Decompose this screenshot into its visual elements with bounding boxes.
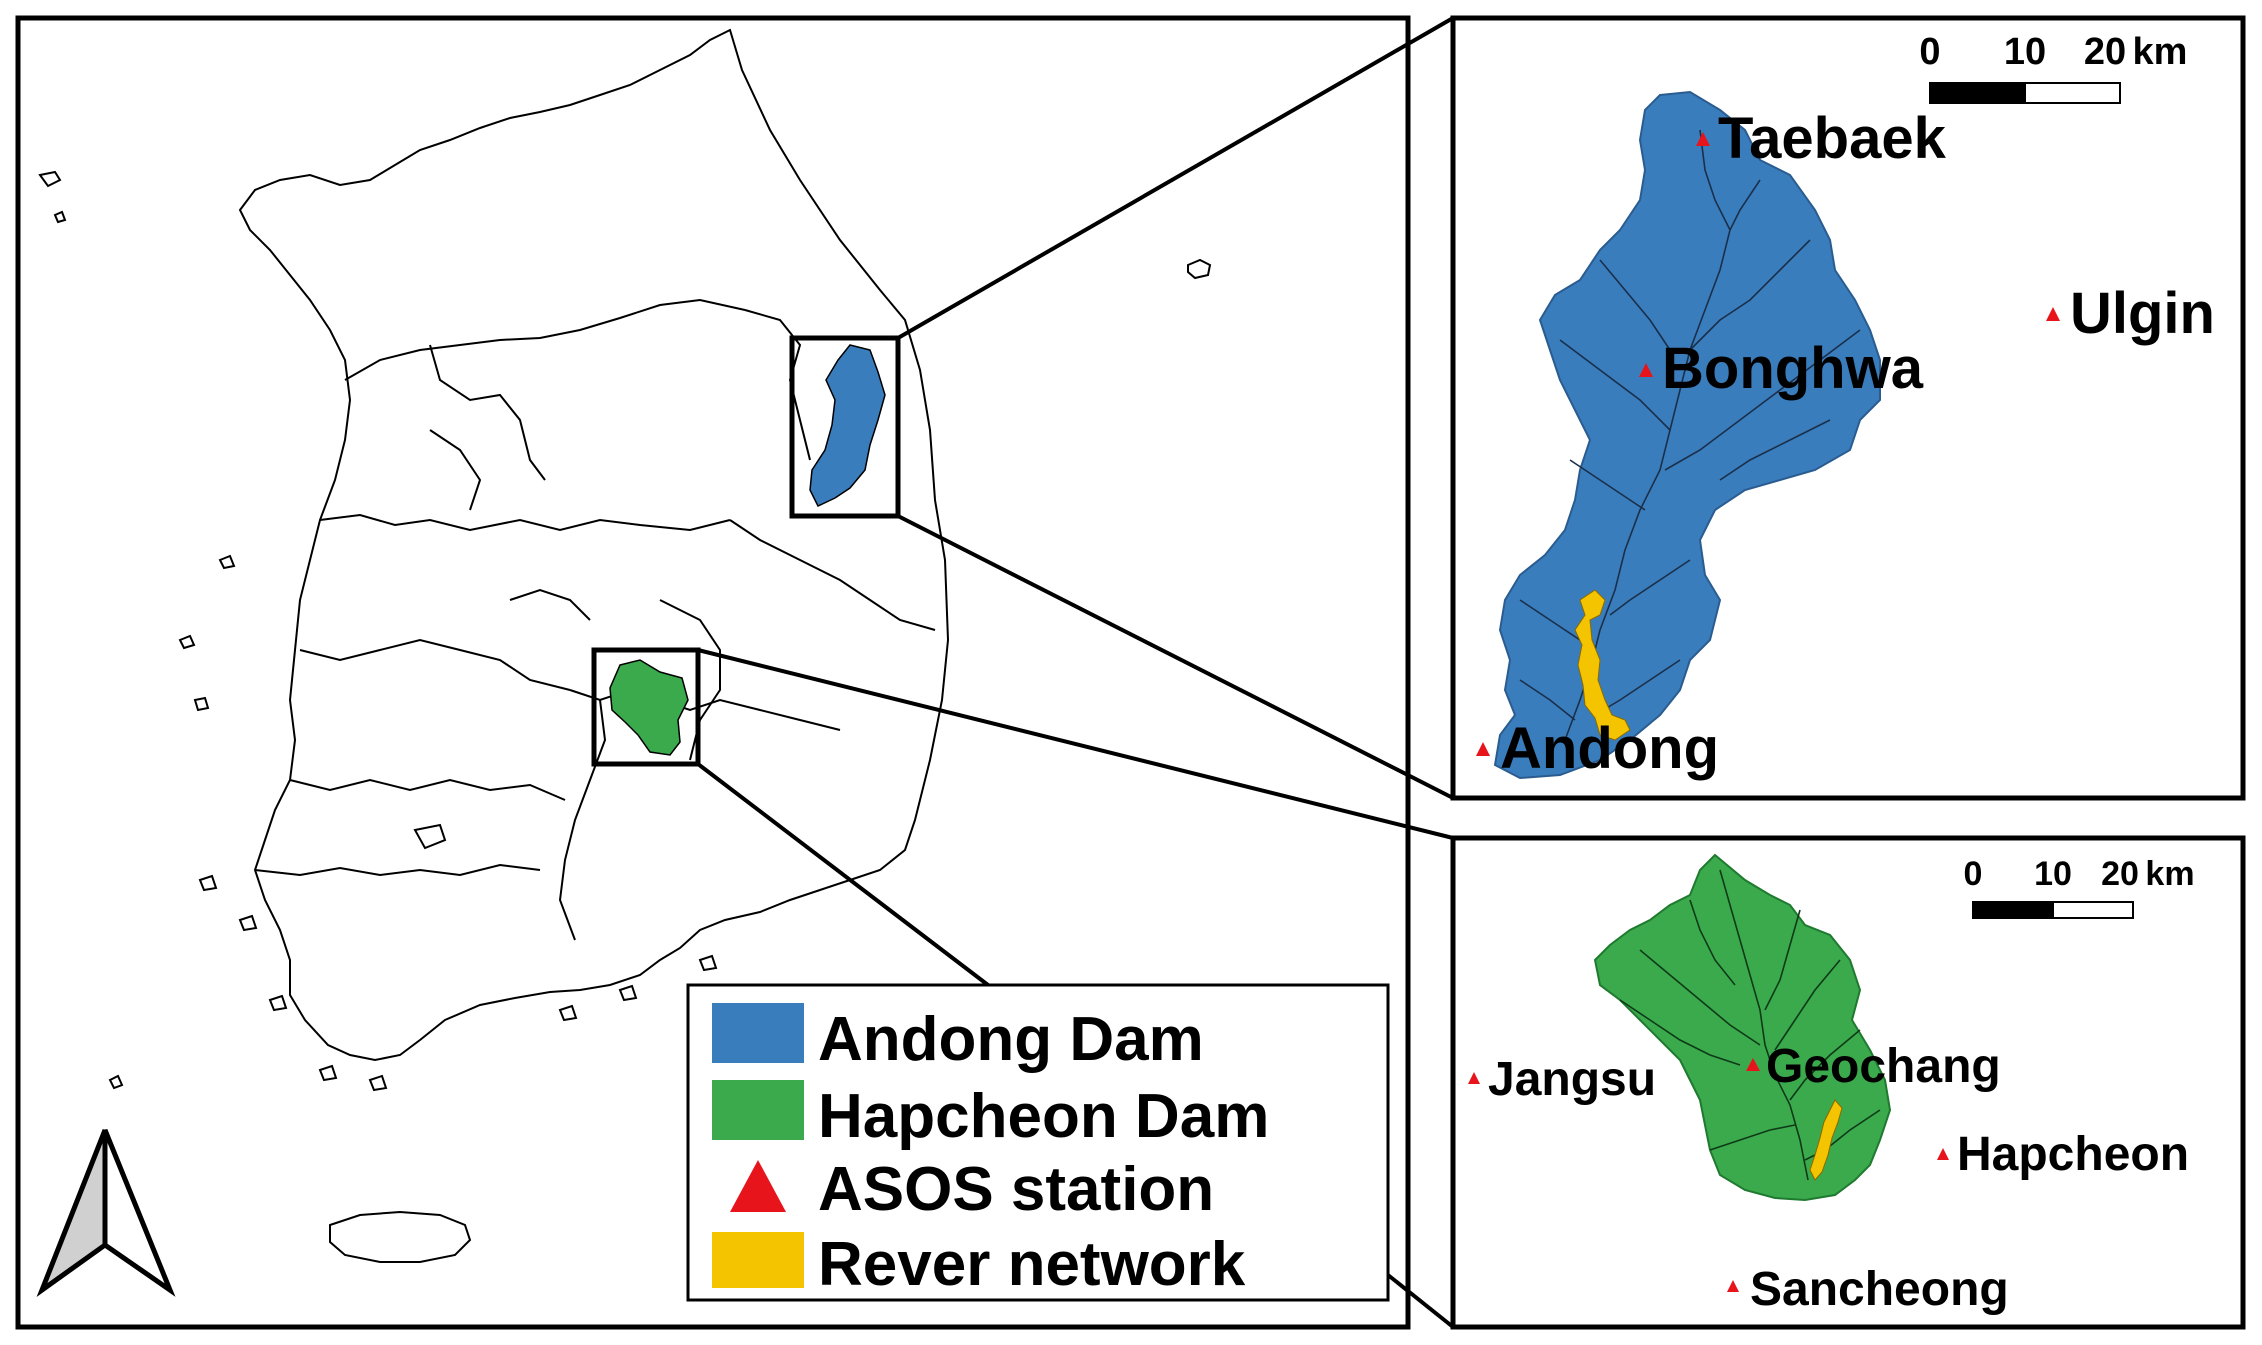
andong-reservoir	[1574, 589, 1631, 741]
hapcheon-locator-box	[591, 647, 701, 767]
andong-scale-tick-10: 10	[2004, 31, 2046, 73]
hapcheon-reservoir	[1809, 1099, 1843, 1181]
legend: Andong Dam Hapcheon Dam ASOS station Rev…	[686, 983, 1390, 1302]
station-marker-taebaek	[1696, 132, 1710, 146]
legend-box	[686, 983, 1390, 1302]
andong-scale-bar: 0 10 20 km	[1919, 31, 2188, 104]
station-label-hapcheon: Hapcheon	[1957, 1128, 2189, 1181]
inset-connector-lines	[696, 16, 1455, 1329]
station-marker-ulgin	[2046, 307, 2060, 321]
hapcheon-scale-tick-0: 0	[1964, 855, 1983, 893]
legend-swatch-river	[712, 1232, 804, 1288]
legend-label-hapcheon: Hapcheon Dam	[818, 1082, 1269, 1151]
station-label-andong: Andong	[1500, 716, 1719, 781]
station-label-sancheong: Sancheong	[1750, 1263, 2009, 1316]
station-marker-jangsu	[1468, 1072, 1480, 1084]
triangle-icon	[730, 1160, 786, 1212]
station-marker-sancheong	[1727, 1280, 1739, 1292]
hapcheon-scale-tick-20: 20	[2101, 855, 2139, 893]
station-label-ulgin: Ulgin	[2070, 281, 2215, 346]
andong-stations: Taebaek Ulgin Bonghwa Andong	[1476, 106, 2215, 781]
hapcheon-basin-small	[609, 659, 689, 756]
andong-scale-tick-0: 0	[1919, 31, 1940, 73]
legend-label-andong: Andong Dam	[818, 1005, 1204, 1074]
andong-scale-tick-20: 20	[2084, 31, 2126, 73]
korea-outline	[38, 28, 1212, 1263]
hapcheon-basin-detail	[1593, 853, 1892, 1202]
station-marker-bonghwa	[1639, 363, 1653, 377]
hapcheon-stream-network	[1619, 869, 1881, 1181]
andong-stream-network	[1519, 129, 1861, 741]
legend-label-river: Rever network	[818, 1230, 1246, 1299]
station-marker-geochang	[1746, 1058, 1760, 1071]
station-marker-andong	[1476, 742, 1490, 756]
station-marker-hapcheon	[1937, 1148, 1949, 1160]
station-label-taebaek: Taebaek	[1718, 106, 1947, 171]
north-arrow-icon	[36, 1129, 176, 1297]
hapcheon-scale-bar: 0 10 20 km	[1964, 855, 2195, 919]
station-label-geochang: Geochang	[1766, 1040, 2001, 1093]
hapcheon-stations: Jangsu Geochang Hapcheon Sancheong	[1468, 1040, 2189, 1316]
andong-basin-small	[809, 344, 886, 507]
hapcheon-scale-tick-10: 10	[2034, 855, 2072, 893]
andong-locator-box	[789, 335, 901, 519]
legend-swatch-hapcheon	[712, 1080, 804, 1140]
legend-label-asos: ASOS station	[818, 1155, 1214, 1224]
legend-swatch-andong	[712, 1003, 804, 1063]
station-label-bonghwa: Bonghwa	[1662, 336, 1924, 401]
hapcheon-scale-unit: km	[2145, 855, 2194, 893]
station-label-jangsu: Jangsu	[1488, 1053, 1656, 1106]
andong-scale-unit: km	[2133, 31, 2188, 73]
